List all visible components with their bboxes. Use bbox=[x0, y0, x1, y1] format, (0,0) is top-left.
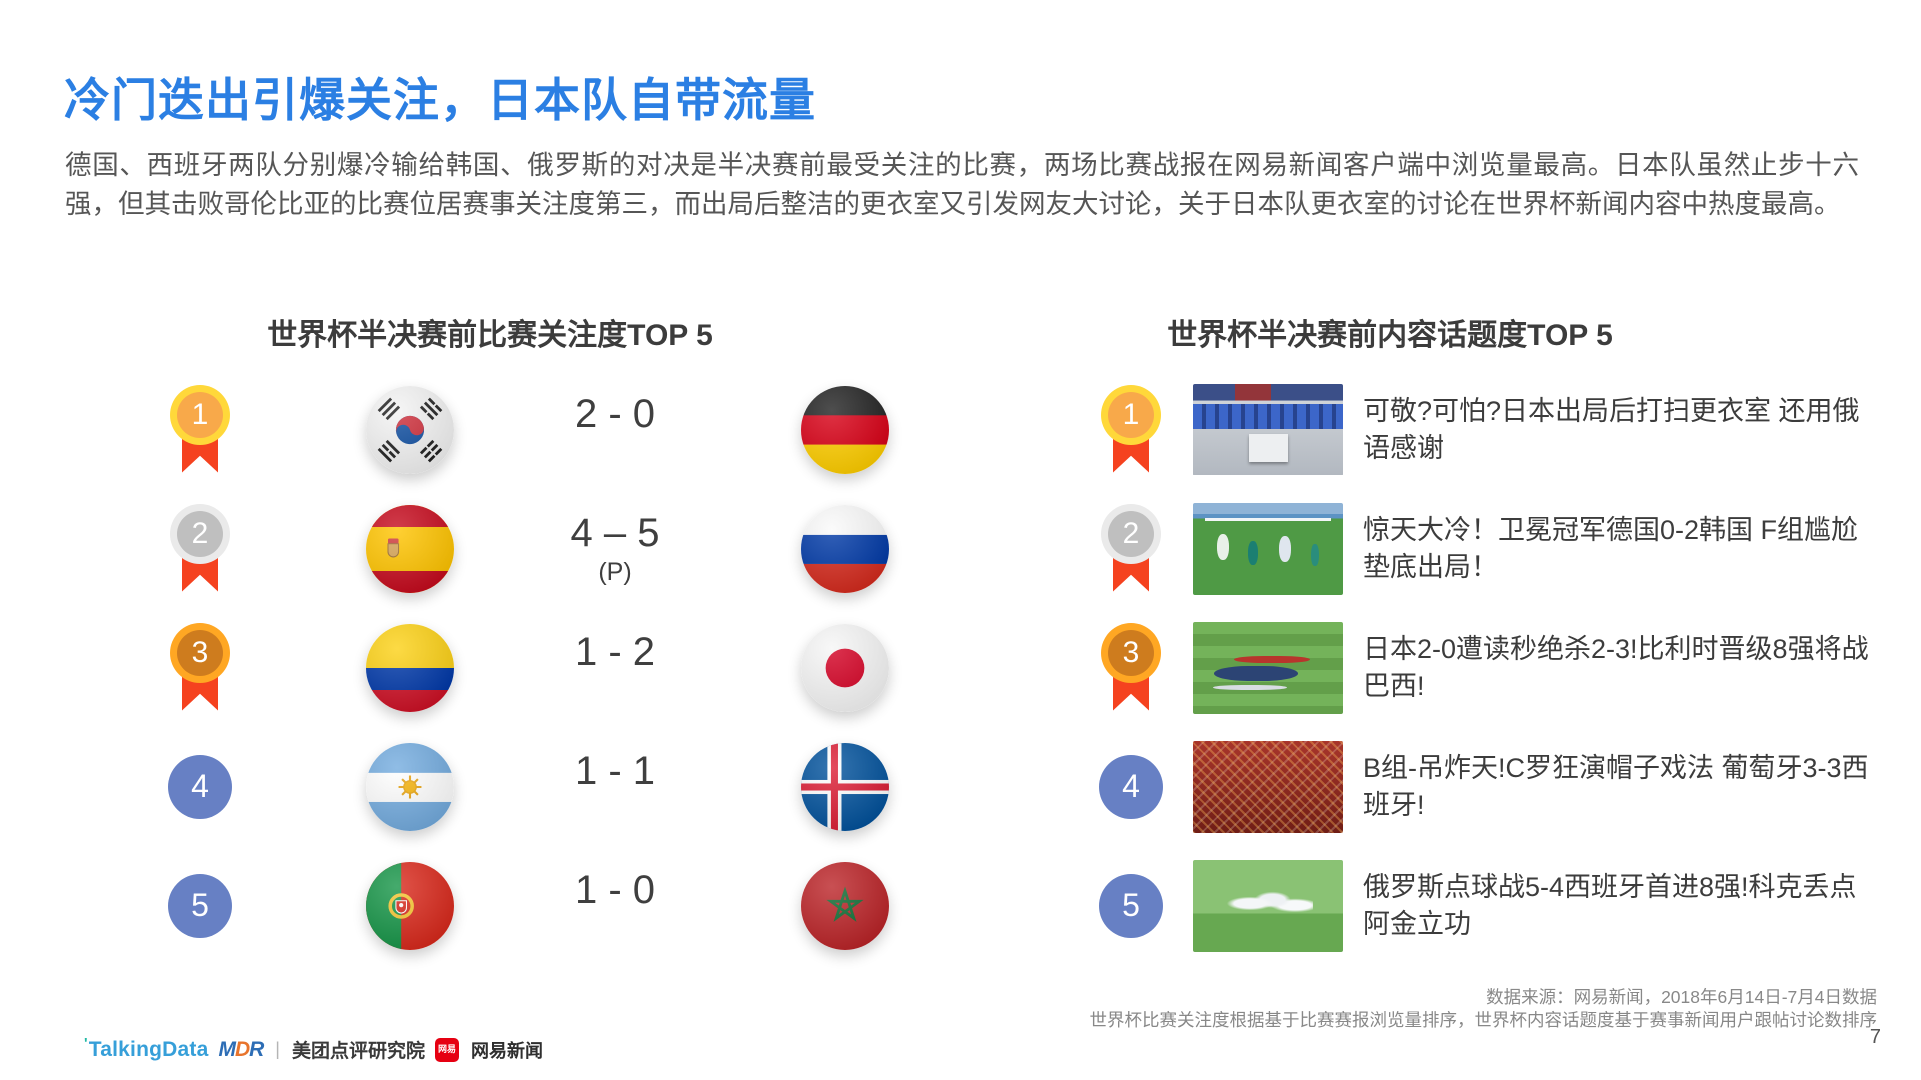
rank-circle: 4 bbox=[1099, 754, 1163, 819]
flag-south-korea-icon bbox=[366, 385, 454, 474]
intro-paragraph: 德国、西班牙两队分别爆冷输给韩国、俄罗斯的对决是半决赛前最受关注的比赛，两场比赛… bbox=[65, 150, 1859, 219]
flag-iceland-icon bbox=[801, 742, 889, 831]
match-ranking-list: 1 bbox=[130, 370, 1010, 965]
flag-morocco-icon bbox=[801, 861, 889, 950]
right-panel-heading: 世界杯半决赛前内容话题度TOP 5 bbox=[1167, 319, 1613, 352]
netease-logo-icon: 网易 bbox=[435, 1037, 459, 1062]
netease-news-logo-text: 网易新闻 bbox=[471, 1040, 543, 1061]
page-title: 冷门迭出引爆关注，日本队自带流量 bbox=[64, 74, 816, 126]
match-row-4: 4 bbox=[130, 727, 1010, 846]
talkingdata-tick-icon: ' bbox=[84, 1034, 88, 1052]
match-score: 4 – 5 bbox=[570, 511, 660, 555]
rank-number: 3 bbox=[177, 629, 223, 676]
topic-row-3: 3 日本2-0遭读秒绝杀2-3!比利时晋级8强将战巴西! bbox=[1085, 608, 1885, 727]
logo-divider: | bbox=[275, 1039, 280, 1059]
logo-bar: ' TalkingData MDR | 美团点评研究院 网易 网易新闻 bbox=[84, 1034, 543, 1063]
source-line-2: 世界杯比赛关注度根据基于比赛赛报浏览量排序，世界杯内容话题度基于赛事新闻用户跟帖… bbox=[1089, 1010, 1878, 1030]
silver-medal-icon: 2 bbox=[168, 502, 232, 596]
news-headline: 惊天大冷！卫冕冠军德国0-2韩国 F组尴尬垫底出局！ bbox=[1363, 514, 1859, 582]
flag-portugal-icon bbox=[366, 861, 454, 950]
flag-russia-icon bbox=[801, 504, 889, 593]
gold-medal-icon: 1 bbox=[1099, 383, 1163, 477]
match-score: 1 - 2 bbox=[574, 630, 656, 674]
match-row-5: 5 1 - 0 bbox=[130, 846, 1010, 965]
source-line-1: 数据来源：网易新闻，2018年6月14日-7月4日数据 bbox=[1486, 987, 1877, 1007]
rank-number: 2 bbox=[1108, 510, 1154, 557]
flag-argentina-icon bbox=[366, 742, 454, 831]
score-note: (P) bbox=[598, 558, 632, 586]
news-thumbnail-celebration bbox=[1193, 859, 1343, 952]
news-thumbnail-locker-room bbox=[1193, 383, 1343, 476]
news-headline: 俄罗斯点球战5-4西班牙首进8强!科克丢点阿金立功 bbox=[1363, 871, 1857, 939]
mdr-letter-r: R bbox=[249, 1037, 264, 1061]
flag-japan-icon bbox=[801, 623, 889, 712]
mdr-logo: MDR bbox=[218, 1037, 264, 1062]
match-row-2: 2 4 – 5 (P) bbox=[130, 489, 1010, 608]
page-number: 7 bbox=[1869, 1026, 1881, 1048]
match-row-1: 1 bbox=[130, 370, 1010, 489]
rank-number: 1 bbox=[177, 391, 223, 438]
match-score: 1 - 0 bbox=[574, 868, 656, 912]
flag-germany-icon bbox=[801, 385, 889, 474]
match-score: 2 - 0 bbox=[574, 392, 656, 436]
gold-medal-icon: 1 bbox=[168, 383, 232, 477]
silver-medal-icon: 2 bbox=[1099, 502, 1163, 596]
news-headline: B组-吊炸天!C罗狂演帽子戏法 葡萄牙3-3西班牙! bbox=[1363, 752, 1869, 820]
news-thumbnail-red-crowd bbox=[1193, 740, 1343, 833]
topic-row-1: 1 可敬?可怕?日本出局后打扫更衣室 还用俄语感谢 bbox=[1085, 370, 1885, 489]
mdr-letter-m: M bbox=[218, 1037, 235, 1061]
rank-circle: 5 bbox=[1099, 873, 1163, 938]
bronze-medal-icon: 3 bbox=[168, 621, 232, 715]
talkingdata-logo: ' TalkingData bbox=[84, 1034, 209, 1062]
match-score: 1 - 1 bbox=[574, 749, 656, 793]
topic-row-4: 4 B组-吊炸天!C罗狂演帽子戏法 葡萄牙3-3西班牙! bbox=[1085, 727, 1885, 846]
meituan-dianping-institute-logo-text: 美团点评研究院 bbox=[291, 1041, 425, 1062]
mdr-letter-d: D bbox=[234, 1037, 250, 1061]
flag-spain-icon bbox=[366, 504, 454, 593]
rank-circle: 5 bbox=[168, 873, 232, 938]
rank-circle: 4 bbox=[168, 754, 232, 819]
flag-colombia-icon bbox=[366, 623, 454, 712]
topic-row-5: 5 俄罗斯点球战5-4西班牙首进8强!科克丢点阿金立功 bbox=[1085, 846, 1885, 965]
match-row-3: 3 1 - 2 bbox=[130, 608, 1010, 727]
data-source-note: 数据来源：网易新闻，2018年6月14日-7月4日数据 世界杯比赛关注度根据基于… bbox=[1090, 986, 1878, 1032]
rank-number: 3 bbox=[1108, 629, 1154, 676]
talkingdata-logo-text: TalkingData bbox=[88, 1037, 209, 1061]
bronze-medal-icon: 3 bbox=[1099, 621, 1163, 715]
topic-ranking-list: 1 可敬?可怕?日本出局后打扫更衣室 还用俄语感谢 2 惊天大冷！卫冕冠军德国0… bbox=[1085, 370, 1885, 965]
rank-number: 1 bbox=[1108, 391, 1154, 438]
news-headline: 可敬?可怕?日本出局后打扫更衣室 还用俄语感谢 bbox=[1363, 395, 1860, 463]
news-thumbnail-goal-scene bbox=[1193, 502, 1343, 595]
news-thumbnail-players-on-pitch bbox=[1193, 621, 1343, 714]
rank-number: 2 bbox=[177, 510, 223, 557]
news-headline: 日本2-0遭读秒绝杀2-3!比利时晋级8强将战巴西! bbox=[1363, 633, 1869, 701]
left-panel-heading: 世界杯半决赛前比赛关注度TOP 5 bbox=[267, 319, 713, 352]
topic-row-2: 2 惊天大冷！卫冕冠军德国0-2韩国 F组尴尬垫底出局！ bbox=[1085, 489, 1885, 608]
